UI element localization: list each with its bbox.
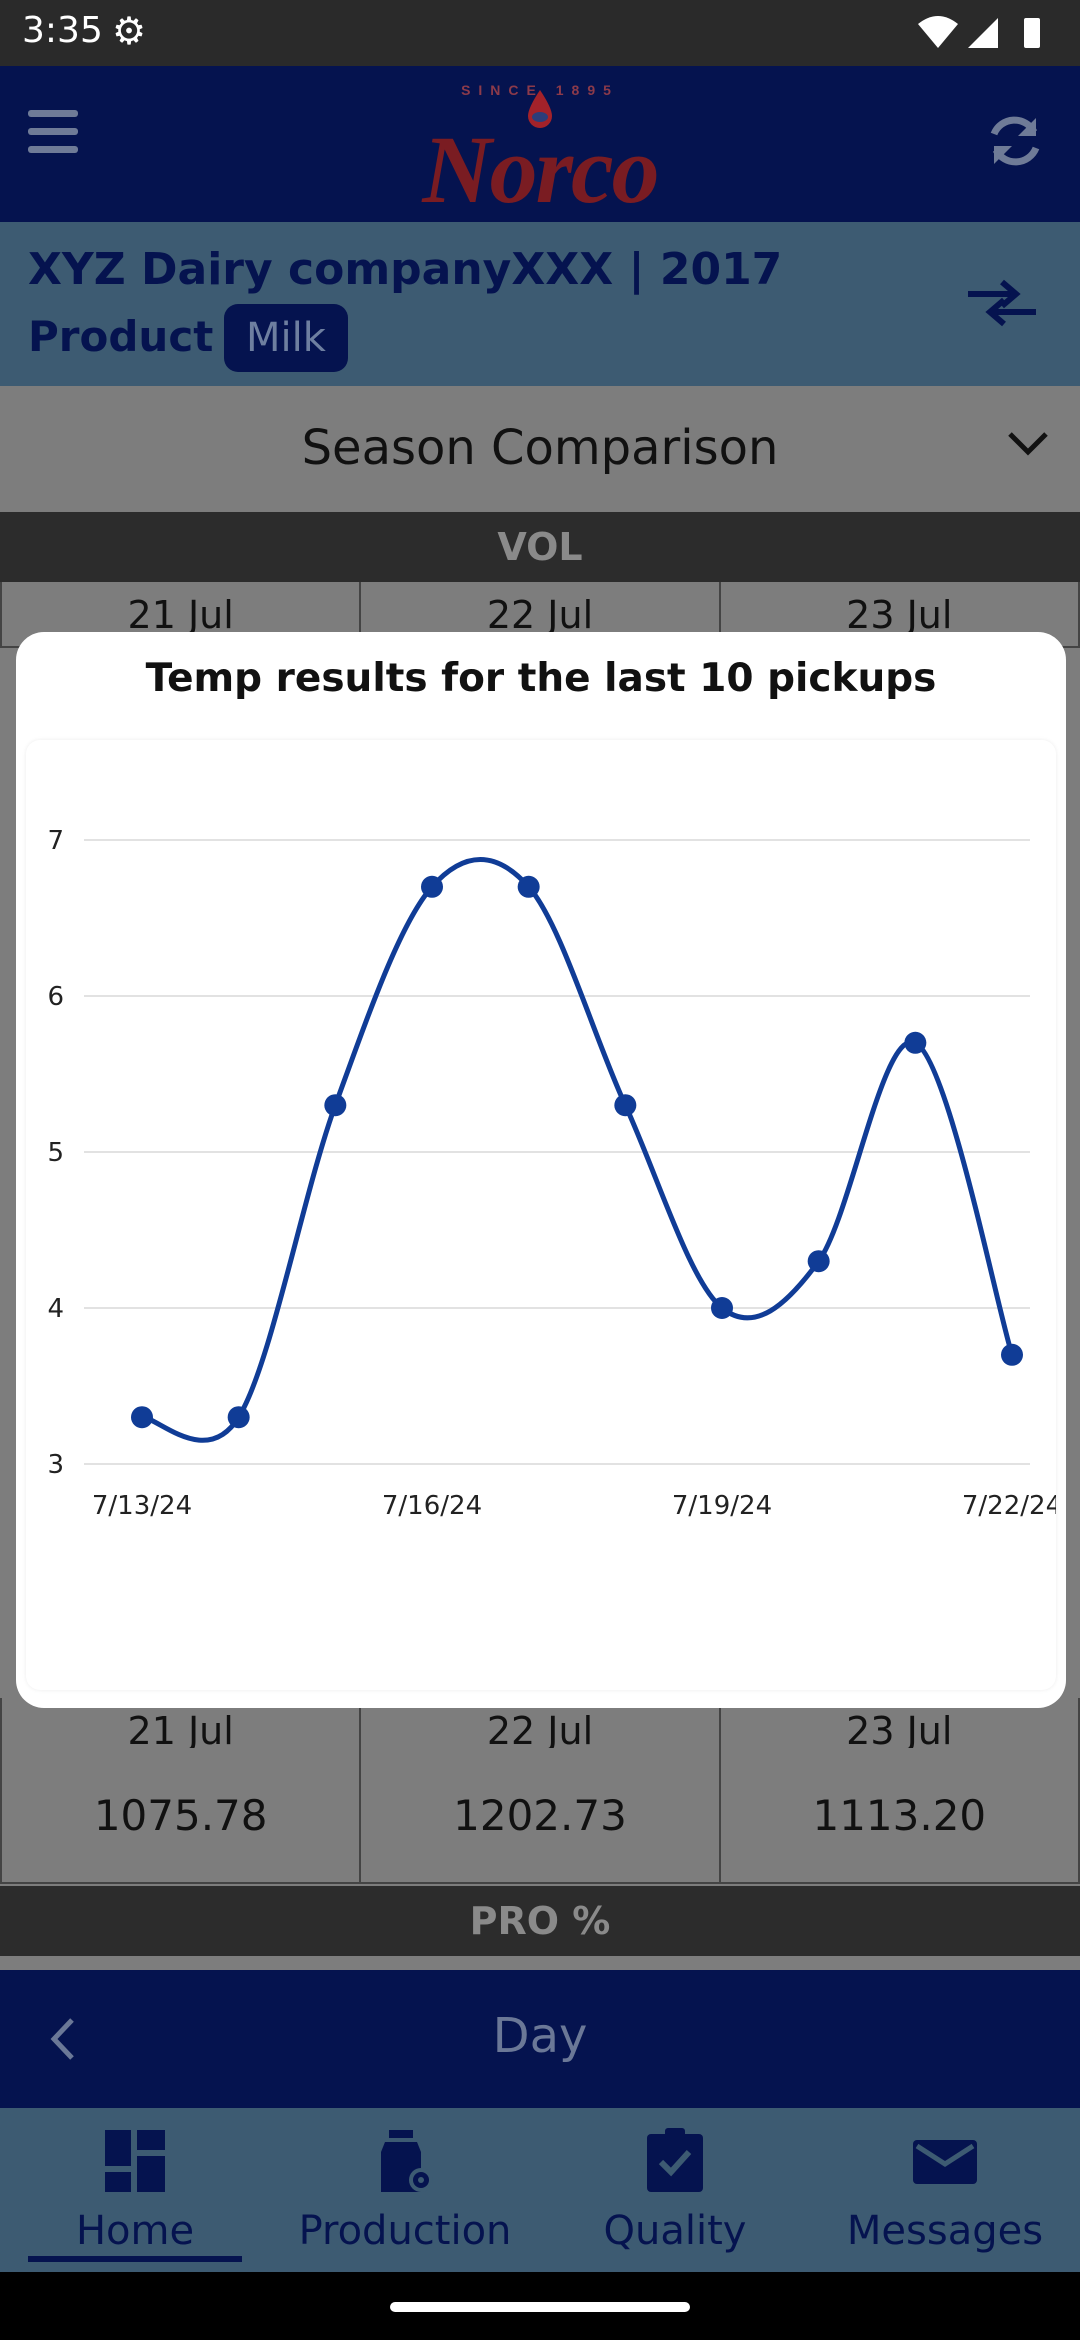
company-title: XYZ Dairy companyXXX | 2017 [28,244,783,295]
nav-production[interactable]: Production [270,2108,540,2272]
logo-wordmark: Norco [422,116,659,223]
nav-label: Production [298,2208,512,2254]
data-point [517,875,540,898]
product-badge[interactable]: Milk [224,304,348,372]
data-point [614,1094,637,1117]
pro-header: PRO % [0,1886,1080,1956]
data-point [421,875,443,898]
signal-icon [968,18,998,48]
data-point [904,1031,927,1054]
y-tick-label: 7 [47,826,64,856]
x-tick-label: 7/16/24 [382,1491,482,1521]
logo-drop-icon [528,90,552,128]
bottom-navigation: Home Production Quality Messages [0,2108,1080,2272]
menu-button[interactable] [28,110,88,170]
y-tick-label: 5 [47,1138,64,1168]
temp-results-modal: Temp results for the last 10 pickups 3 4 5… [16,632,1066,1708]
nav-label: Home [75,2208,195,2254]
dashboard-icon [105,2130,165,2192]
vol-header: VOL [0,512,1080,582]
company-band: XYZ Dairy companyXXX | 2017 Product Milk [0,222,1080,386]
clipboard-check-icon [647,2128,703,2192]
data-point [711,1297,733,1319]
y-tick-label: 3 [47,1450,64,1480]
hamburger-icon [28,110,78,117]
nav-home[interactable]: Home [0,2108,270,2272]
x-tick-label: 7/22/24 [962,1491,1056,1521]
temp-line-chart: 3 4 5 6 7 7/13/24 7/16/24 7/19/24 7/22/24 [47,826,1056,1521]
nav-label: Messages [846,2208,1044,2254]
status-time: 3:35 [22,10,103,51]
modal-title: Temp results for the last 10 pickups [145,656,937,701]
envelope-icon [913,2140,977,2184]
day-navigator: Day [0,1970,1080,2108]
gesture-bar [0,2272,1080,2340]
norco-logo: SINCE 1895 Norco [390,74,690,218]
settings-gear-icon: ⚙ [112,11,147,53]
value-cell: 1202.73 [361,1748,721,1884]
active-tab-indicator [28,2256,242,2262]
value-row: 1075.78 1202.73 1113.20 [0,1748,1080,1884]
wifi-icon [918,16,958,48]
app-header: SINCE 1895 Norco [0,66,1080,222]
data-point [324,1094,347,1117]
nav-messages[interactable]: Messages [810,2108,1080,2272]
day-label: Day [492,2008,588,2064]
value-cell: 1113.20 [720,1748,1080,1884]
x-tick-label: 7/13/24 [92,1491,192,1521]
value-cell: 1075.78 [0,1748,362,1884]
x-tick-label: 7/19/24 [672,1491,772,1521]
nav-quality[interactable]: Quality [540,2108,810,2272]
chevron-down-icon [1008,432,1048,456]
season-selector[interactable]: Season Comparison [0,386,1080,512]
product-label: Product [28,312,214,361]
home-gesture-handle[interactable] [390,2302,690,2312]
logo-since: SINCE 1895 [461,82,619,98]
chart-card: 3 4 5 6 7 7/13/24 7/16/24 7/19/24 7/22/24 [26,740,1056,1690]
battery-icon [1024,18,1040,48]
nav-label: Quality [603,2208,747,2254]
y-tick-label: 4 [47,1294,64,1324]
data-point [131,1406,153,1429]
y-tick-label: 6 [47,982,64,1012]
status-icons [918,16,1040,48]
status-bar: 3:35 ⚙ [0,0,1080,66]
chevron-left-icon[interactable] [48,2014,78,2064]
milk-can-gear-icon [381,2130,433,2192]
data-point [807,1250,830,1273]
compare-arrows-icon[interactable] [964,272,1040,332]
series-line [141,857,1015,1443]
data-point [227,1406,250,1429]
refresh-icon[interactable] [982,108,1048,174]
data-point [1001,1343,1023,1366]
season-selected-value: Season Comparison [301,420,779,476]
